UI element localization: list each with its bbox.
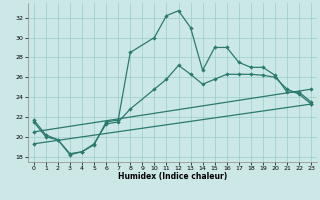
X-axis label: Humidex (Indice chaleur): Humidex (Indice chaleur) (118, 172, 227, 181)
